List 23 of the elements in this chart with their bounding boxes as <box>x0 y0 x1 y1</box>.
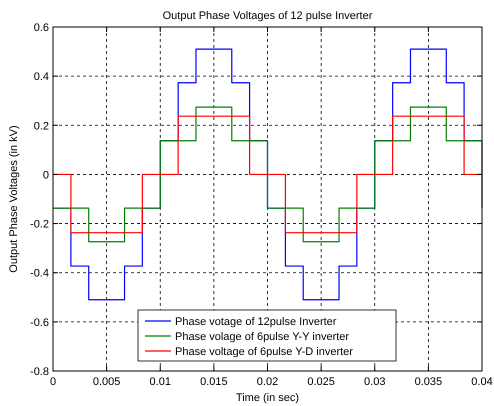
y-tick-label: 0.4 <box>34 71 49 84</box>
y-tick-label: 0 <box>42 169 49 182</box>
x-tick-label: 0.025 <box>307 376 335 388</box>
x-tick-label: 0.02 <box>256 376 278 388</box>
chart-title: Output Phase Voltages of 12 pulse Inverter <box>162 10 373 22</box>
x-tick-label: 0.03 <box>364 376 386 388</box>
y-tick-label: -0.8 <box>30 366 49 378</box>
legend-label: Phase voltage of 6pulse Y-D inverter <box>175 346 354 358</box>
y-tick-label: 0.6 <box>34 22 49 34</box>
x-tick-label: 0.005 <box>92 376 120 388</box>
y-tick-label: 0.2 <box>34 120 49 132</box>
x-tick-label: 0.04 <box>471 376 493 388</box>
y-tick-label: -0.4 <box>30 268 49 280</box>
y-tick-label: -0.2 <box>30 218 49 231</box>
x-tick-label: 0 <box>50 376 56 388</box>
y-axis-title: Output Phase Voltages (in kV) <box>8 125 20 273</box>
y-tick-label: -0.6 <box>30 316 49 329</box>
x-tick-label: 0.01 <box>150 376 171 388</box>
x-axis-title: Time (in sec) <box>236 392 300 404</box>
legend-label: Phase votage of 12pulse Inverter <box>175 316 337 328</box>
legend-label: Phase volage of 6pulse Y-Y inverter <box>175 331 350 343</box>
x-tick-label: 0.035 <box>414 376 442 388</box>
x-tick-label: 0.015 <box>200 376 228 388</box>
